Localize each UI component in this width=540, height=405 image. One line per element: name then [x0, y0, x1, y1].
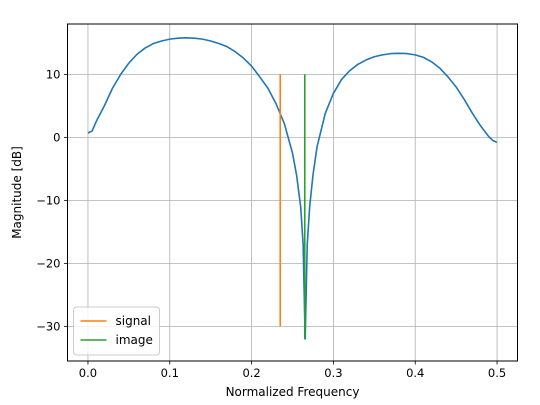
legend-label-signal: signal: [116, 314, 152, 328]
legend-box: [73, 306, 160, 356]
x-tick-label: 0.1: [161, 366, 179, 380]
y-tick-label: −30: [36, 319, 60, 333]
legend: signal image: [73, 306, 160, 356]
grid: [67, 24, 518, 361]
x-axis-label: Normalized Frequency: [226, 385, 360, 399]
magnitude-response-line: [87, 37, 498, 340]
y-axis-label: Magnitude [dB]: [10, 146, 24, 239]
x-tick-label: 0.4: [406, 366, 424, 380]
y-axis-ticks: −30 −20 −10 0 10: [36, 67, 68, 333]
x-tick-label: 0.5: [488, 366, 506, 380]
y-tick-label: 0: [53, 130, 60, 144]
x-tick-label: 0.3: [324, 366, 342, 380]
legend-label-image: image: [116, 333, 153, 347]
y-tick-label: −10: [36, 193, 60, 207]
plot-lines: [87, 37, 498, 340]
y-tick-label: 10: [46, 67, 61, 81]
x-tick-label: 0.0: [79, 366, 97, 380]
x-tick-label: 0.2: [242, 366, 260, 380]
axes-frame: [67, 23, 518, 362]
x-axis-ticks: 0.0 0.1 0.2 0.3 0.4 0.5: [79, 361, 506, 380]
y-tick-label: −20: [36, 256, 60, 270]
